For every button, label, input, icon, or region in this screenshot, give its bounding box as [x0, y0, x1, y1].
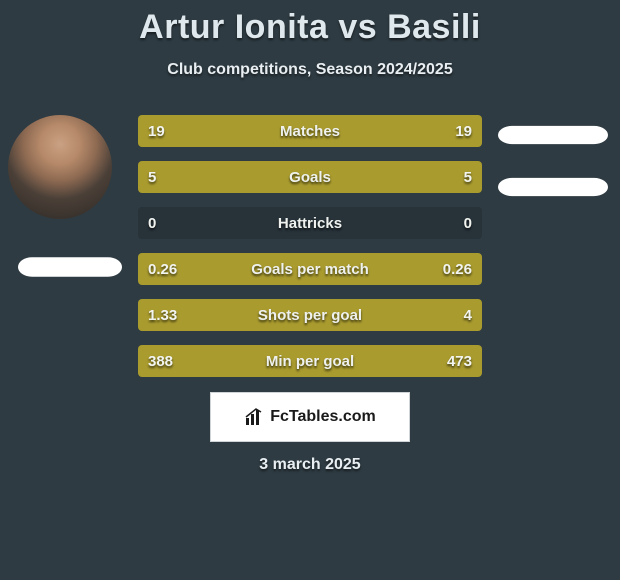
value-left: 19 — [138, 115, 175, 147]
player-right-name-pill-2 — [498, 178, 608, 196]
value-left: 5 — [138, 161, 166, 193]
comparison-row: 1.334Shots per goal — [138, 299, 482, 331]
value-right: 0 — [454, 207, 482, 239]
page-title: Artur Ionita vs Basili — [0, 0, 620, 47]
player-left-avatar — [8, 115, 112, 219]
value-left: 1.33 — [138, 299, 187, 331]
comparison-row: 55Goals — [138, 161, 482, 193]
player-left-name-pill — [18, 257, 122, 277]
source-badge: FcTables.com — [210, 392, 410, 442]
comparison-row: 0.260.26Goals per match — [138, 253, 482, 285]
value-left: 388 — [138, 345, 183, 377]
bar-chart-icon — [244, 407, 264, 427]
comparison-bars: 1919Matches55Goals00Hattricks0.260.26Goa… — [138, 115, 482, 391]
avatar-photo — [8, 115, 112, 219]
source-badge-text: FcTables.com — [270, 408, 376, 426]
date-label: 3 march 2025 — [0, 456, 620, 474]
row-label: Hattricks — [138, 207, 482, 239]
comparison-row: 0 0Hattricks — [138, 207, 482, 239]
value-right: 19 — [445, 115, 482, 147]
bar-right — [224, 299, 482, 331]
value-right: 5 — [454, 161, 482, 193]
value-right: 473 — [437, 345, 482, 377]
value-right: 4 — [454, 299, 482, 331]
value-left: 0 — [138, 207, 166, 239]
comparison-row: 1919Matches — [138, 115, 482, 147]
player-right-name-pill-1 — [498, 126, 608, 144]
value-left: 0.26 — [138, 253, 187, 285]
page-subtitle: Club competitions, Season 2024/2025 — [0, 61, 620, 79]
comparison-row: 388473Min per goal — [138, 345, 482, 377]
value-right: 0.26 — [433, 253, 482, 285]
